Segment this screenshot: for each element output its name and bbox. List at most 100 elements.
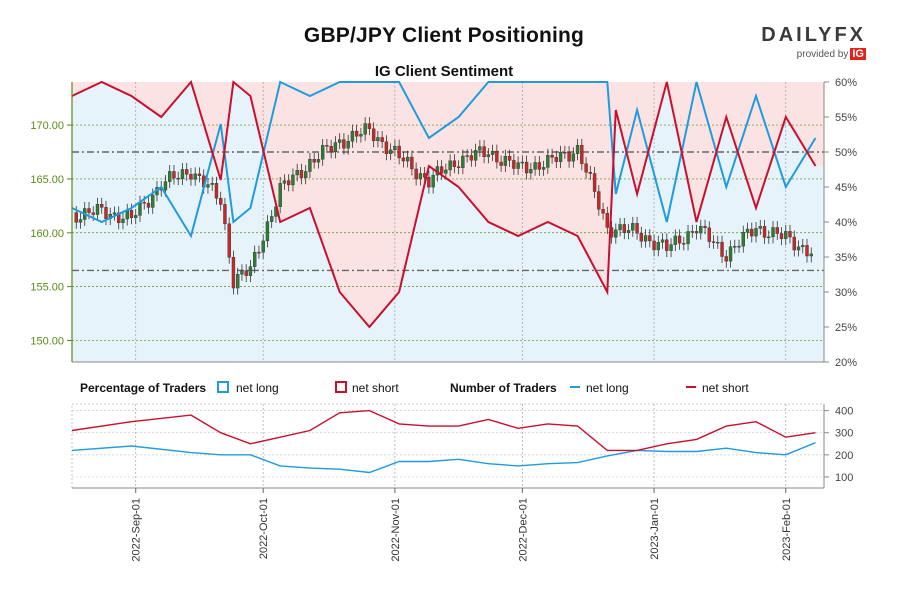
candle-body	[546, 154, 550, 168]
candle-body	[299, 170, 304, 179]
candle-body	[214, 183, 219, 199]
legend-pct-title: Percentage of Traders	[80, 381, 206, 395]
candle-body	[588, 172, 593, 174]
traders-tick-label: 400	[835, 406, 853, 418]
chart-title: GBP/JPY Client Positioning	[303, 24, 585, 47]
candle-body	[227, 223, 231, 258]
candle-body	[384, 141, 389, 154]
candle-body	[444, 169, 448, 174]
candle-body	[601, 209, 605, 214]
candle-body	[473, 150, 478, 161]
legend: Percentage of Traders net long net short…	[80, 381, 749, 395]
percent-tick-label: 20%	[835, 357, 857, 369]
x-tick-label: 2022-Dec-01	[517, 498, 529, 562]
candle-body	[694, 231, 699, 234]
dailyfx-logo: DAILYFX provided by IG	[761, 24, 866, 60]
candle-body	[253, 251, 257, 267]
candle-body	[456, 166, 461, 168]
candle-body	[703, 226, 707, 228]
candle-body	[223, 204, 227, 225]
legend-pct-short-swatch	[335, 381, 347, 393]
candle-body	[248, 266, 253, 276]
candle-body	[733, 246, 737, 248]
legend-pct-short-label: net short	[352, 381, 399, 395]
candle-body	[750, 228, 754, 237]
candle-body	[707, 227, 711, 242]
candle-body	[461, 155, 465, 168]
candle-body	[635, 223, 639, 234]
candle-body	[104, 207, 108, 219]
candle-body	[291, 174, 295, 186]
candle-body	[771, 227, 775, 238]
candle-body	[151, 194, 155, 208]
traders-tick-label: 300	[835, 428, 853, 440]
candle-body	[737, 245, 741, 248]
candle-body	[134, 215, 138, 218]
percent-tick-label: 55%	[835, 112, 857, 124]
logo-brand-fx: FX	[834, 24, 866, 46]
price-tick-label: 165.00	[30, 174, 64, 186]
candle-body	[193, 173, 197, 180]
candle-body	[367, 123, 372, 129]
x-tick-label: 2022-Nov-01	[390, 498, 402, 562]
candle-body	[269, 216, 274, 222]
price-tick-label: 160.00	[30, 228, 64, 240]
candle-body	[499, 161, 503, 166]
candle-body	[677, 235, 682, 244]
candle-body	[801, 245, 805, 248]
net-short-area	[72, 82, 824, 327]
candle-body	[469, 155, 474, 161]
candle-body	[359, 134, 363, 137]
logo-tagline-row: provided by IG	[761, 48, 866, 60]
candle-body	[541, 167, 546, 170]
candle-body	[112, 212, 117, 215]
candle-body	[286, 180, 291, 186]
candle-body	[652, 240, 656, 251]
candle-body	[533, 162, 537, 170]
price-tick-label: 150.00	[30, 335, 64, 347]
candle-body	[605, 213, 610, 228]
x-tick-label: 2023-Feb-01	[781, 498, 793, 561]
candle-body	[350, 130, 355, 142]
candle-body	[439, 166, 444, 174]
candle-body	[563, 152, 567, 154]
candle-body	[371, 128, 376, 142]
candle-body	[397, 145, 401, 159]
candle-body	[240, 270, 244, 275]
candle-body	[762, 226, 767, 238]
candle-body	[308, 158, 312, 172]
candle-body	[91, 212, 95, 215]
candle-body	[597, 191, 601, 210]
candle-body	[320, 145, 325, 160]
candle-body	[524, 161, 529, 174]
chart-subtitle: IG Client Sentiment	[374, 63, 514, 80]
legend-pct-long-label: net long	[236, 381, 279, 395]
candle-body	[303, 171, 308, 179]
candle-body	[724, 256, 728, 262]
candle-body	[236, 274, 240, 289]
candle-body	[333, 142, 338, 153]
candle-body	[117, 212, 121, 224]
candle-body	[146, 202, 151, 208]
percent-tick-label: 50%	[835, 147, 857, 159]
candle-body	[219, 197, 223, 205]
percent-tick-label: 60%	[835, 77, 857, 89]
candle-body	[788, 231, 792, 238]
candle-body	[809, 253, 813, 257]
candle-body	[337, 139, 342, 143]
candle-body	[180, 169, 185, 179]
candle-body	[805, 245, 809, 257]
candle-body	[648, 235, 652, 242]
candle-body	[363, 123, 367, 135]
candle-body	[189, 174, 193, 180]
candle-body	[495, 150, 499, 163]
candle-body	[325, 145, 329, 147]
candle-body	[754, 228, 758, 237]
candle-body	[261, 240, 265, 253]
candle-body	[87, 208, 91, 213]
percent-tick-label: 30%	[835, 287, 857, 299]
candle-body	[346, 141, 350, 149]
candle-body	[682, 243, 686, 245]
candle-body	[758, 226, 762, 229]
